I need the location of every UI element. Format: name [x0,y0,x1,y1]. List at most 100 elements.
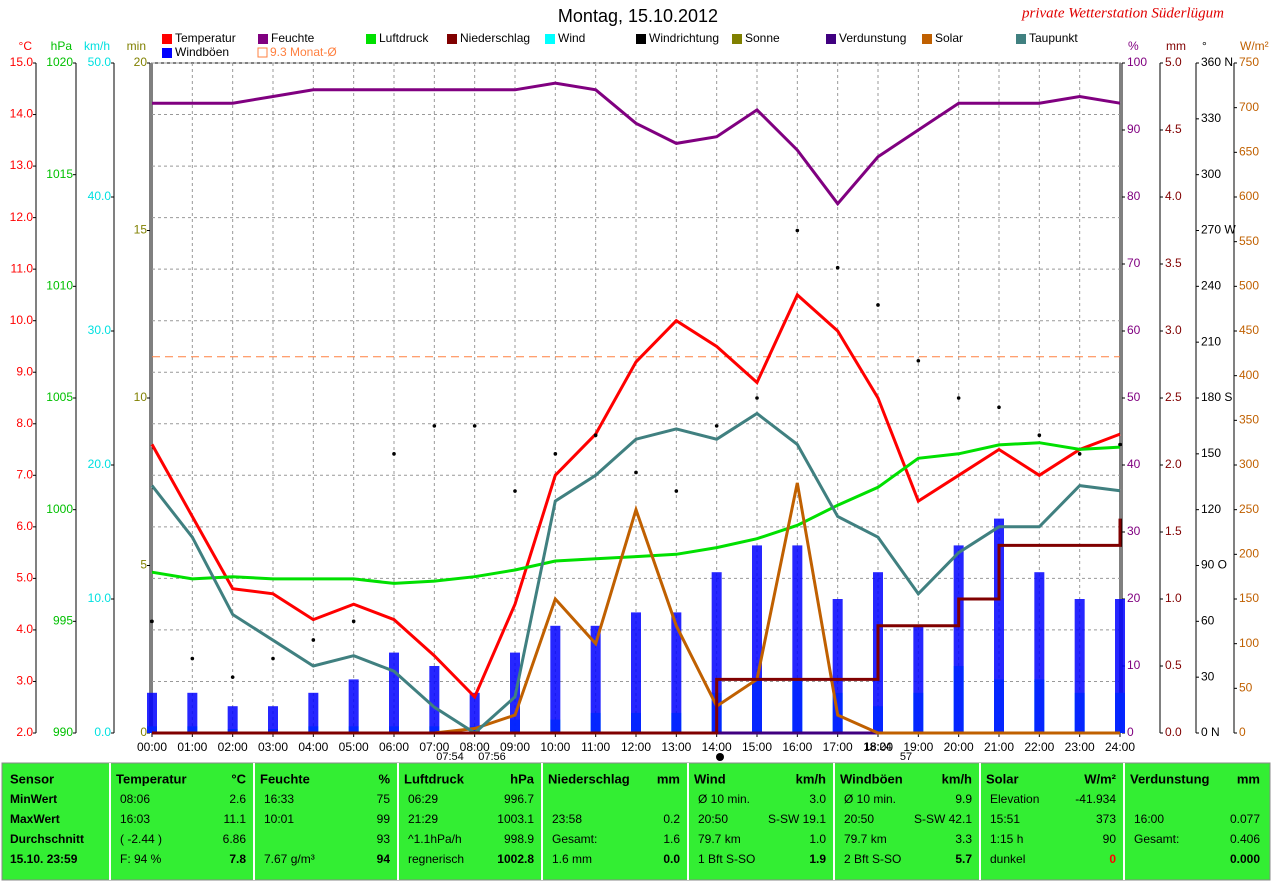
legend-swatch [257,47,268,58]
cell-text: 10:01 [264,812,294,826]
y-tick-label: 1005 [46,390,73,404]
x-tick-label: 07:00 [419,740,449,754]
x-tick-label: 08:00 [460,740,490,754]
cell-value: 0.2 [663,812,680,826]
annotation: 18:24 [864,741,892,753]
cell-text: Gesamt: [552,832,597,846]
y-tick-label: 150 [1201,446,1221,460]
bar [429,666,440,733]
y-tick-label: 3.5 [1165,256,1182,270]
cell-value: 1.0 [809,832,826,846]
y-tick-label: 330 [1201,111,1221,125]
y-tick-label: 1.0 [1165,591,1182,605]
dot [593,433,598,438]
cell-text: Ø 10 min. [844,792,896,806]
bar [147,692,157,733]
cell-value: 3.0 [809,792,826,806]
y-tick-label: 40.0 [88,189,112,203]
column-unit: mm [657,771,680,786]
cell-text: 16:03 [120,812,150,826]
dot [956,396,961,400]
dot [351,619,356,624]
y-tick-label: 1015 [46,167,73,181]
x-tick-label: 17:00 [823,740,853,754]
x-tick-label: 00:00 [137,740,167,754]
bar [631,612,641,733]
y-tick-label: 30 [1127,524,1141,538]
x-tick-label: 24:00 [1105,740,1135,754]
legend-swatch [162,34,172,44]
bar [671,612,682,733]
column-unit: °C [231,771,246,786]
legend-label: Solar [935,31,963,45]
legend-label: Sonne [745,31,780,45]
y-tick-label: 13.0 [10,158,34,172]
x-tick-label: 09:00 [500,740,530,754]
column-unit: % [378,771,390,786]
axis-unit: min [127,39,146,53]
axis-unit: % [1128,39,1139,53]
cell-value: 0.000 [1230,852,1260,866]
y-tick-label: 5 [140,558,147,572]
bar [1074,599,1085,733]
cell-value: 1.6 [663,832,680,846]
x-tick-label: 19:00 [903,740,933,754]
y-tick-label: 90 [1127,122,1141,136]
axis-unit: km/h [84,39,110,53]
x-tick-label: 12:00 [621,740,651,754]
bar [832,599,843,733]
series-step [152,518,1122,735]
legend-label: Verdunstung [839,31,906,45]
y-tick-label: 9.0 [16,364,33,378]
x-tick-label: 01:00 [177,740,207,754]
axis-unit: mm [1166,39,1186,53]
y-tick-label: 1010 [46,279,73,293]
cell-text: regnerisch [408,852,464,866]
x-tick-label: 18:00 [863,740,893,754]
y-tick-label: 120 [1201,502,1221,516]
cell-value: 996.7 [504,792,534,806]
dot [1118,442,1122,447]
axis-unit: ° [1202,39,1207,53]
series-line [152,81,1121,207]
cell-value: 90 [1103,832,1117,846]
dot [674,489,679,493]
table-corner: Sensor [10,771,54,786]
y-tick-label: 1000 [46,502,73,516]
bar [953,545,964,733]
y-tick-label: 20 [1127,591,1141,605]
dot [190,656,195,661]
cell-value: 93 [377,832,391,846]
cell-text: 06:29 [408,792,438,806]
y-tick-label: 10 [134,390,148,404]
row-label: Durchschnitt [10,832,84,846]
cell-text: dunkel [990,852,1025,866]
column-unit: mm [1237,771,1260,786]
series-line [150,292,1121,700]
station-name: private Wetterstation Süderlügum [1021,5,1224,21]
x-tick-label: 02:00 [218,740,248,754]
y-tick-label: 80 [1127,189,1141,203]
dot [835,265,840,270]
y-tick-label: 90 O [1201,558,1227,572]
y-tick-label: 50 [1239,681,1253,695]
cell-value: -41.934 [1075,792,1116,806]
cell-text: 79.7 km [698,832,741,846]
dot [916,358,921,363]
bar [469,692,480,733]
y-tick-label: 500 [1239,279,1259,293]
y-tick-label: 20.0 [88,457,112,471]
cell-text: 1:15 h [990,832,1023,846]
column-header: Temperatur [116,771,187,786]
y-tick-label: 6.0 [16,519,33,533]
cell-value: 99 [377,812,391,826]
legend-label: Wind [558,31,585,45]
y-tick-label: 20 [134,55,148,69]
x-tick-label: 13:00 [661,740,691,754]
y-tick-label: 0 [140,725,147,739]
cell-text: 16:00 [1134,812,1164,826]
y-tick-label: 3.0 [16,674,33,688]
cell-value: 1003.1 [497,812,534,826]
y-tick-label: 7.0 [16,467,33,481]
x-tick-label: 10:00 [540,740,570,754]
